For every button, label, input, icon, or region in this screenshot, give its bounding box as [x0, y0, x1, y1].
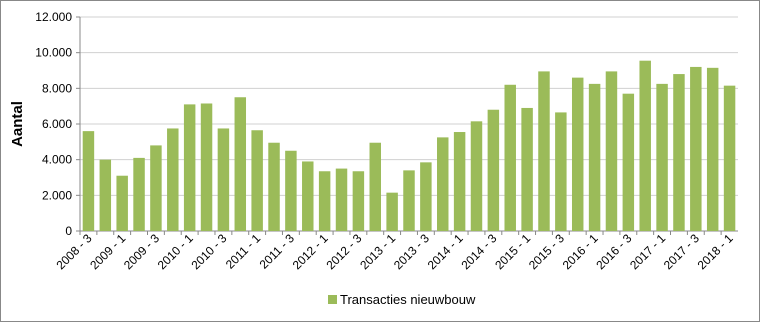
y-tick-label: 12.000 [35, 10, 72, 24]
bar [302, 161, 314, 231]
bar [183, 104, 196, 231]
y-tick-label: 6.000 [42, 117, 72, 131]
y-tick-label: 8.000 [42, 81, 72, 95]
bar [234, 97, 247, 231]
bar [318, 171, 331, 231]
bar [673, 74, 685, 231]
bar [453, 132, 466, 231]
bar [268, 142, 280, 231]
bar [437, 137, 449, 231]
y-tick-label: 4.000 [42, 153, 72, 167]
bar [82, 131, 95, 231]
legend-swatch [328, 295, 337, 304]
bar [706, 67, 719, 231]
y-tick-label: 2.000 [42, 188, 72, 202]
bar [470, 121, 483, 231]
bar [639, 60, 651, 231]
bar [133, 157, 145, 231]
bar [116, 175, 128, 231]
bar [504, 84, 516, 232]
bar [403, 170, 415, 231]
bar [690, 66, 702, 231]
y-tick-label: 10.000 [35, 46, 72, 60]
bar [335, 168, 348, 231]
legend-label: Transacties nieuwbouw [340, 292, 476, 307]
bar [622, 93, 635, 231]
bar [521, 107, 533, 231]
bar [656, 83, 668, 231]
bar [99, 159, 112, 231]
bar [217, 128, 230, 231]
y-tick-label: 0 [65, 224, 72, 238]
bar [200, 103, 213, 231]
bar [538, 71, 550, 232]
bar [167, 128, 179, 231]
bar [487, 109, 500, 231]
y-axis-title: Aantal [9, 101, 26, 147]
bar [352, 171, 365, 231]
bar [555, 112, 567, 231]
bar [369, 142, 381, 231]
bar [605, 71, 618, 232]
bar [386, 192, 398, 231]
bar [588, 83, 601, 231]
bar [571, 77, 584, 231]
bar [723, 85, 736, 232]
bar [420, 162, 432, 231]
bar [150, 145, 162, 231]
bar [285, 150, 297, 231]
bar [251, 130, 263, 231]
